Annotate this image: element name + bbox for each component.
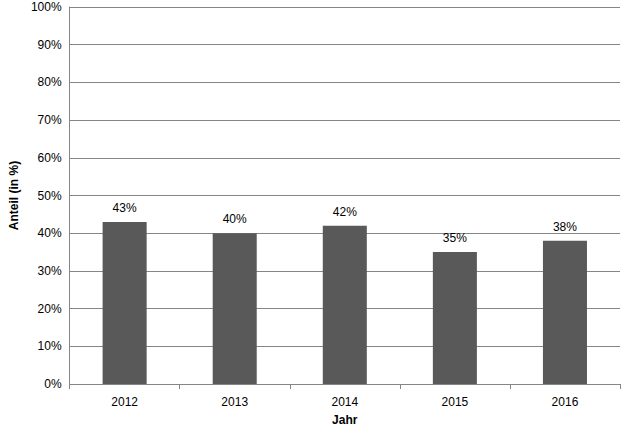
svg-text:100%: 100% bbox=[31, 0, 62, 14]
svg-text:Anteil (in %): Anteil (in %) bbox=[7, 161, 21, 230]
svg-text:40%: 40% bbox=[38, 226, 62, 240]
svg-text:10%: 10% bbox=[38, 339, 62, 353]
svg-text:2015: 2015 bbox=[442, 395, 469, 409]
svg-text:Jahr: Jahr bbox=[332, 413, 358, 427]
svg-text:0%: 0% bbox=[44, 377, 62, 391]
svg-text:30%: 30% bbox=[38, 264, 62, 278]
svg-text:90%: 90% bbox=[38, 38, 62, 52]
svg-text:2012: 2012 bbox=[111, 395, 138, 409]
svg-text:60%: 60% bbox=[38, 151, 62, 165]
svg-text:70%: 70% bbox=[38, 113, 62, 127]
svg-text:2014: 2014 bbox=[331, 395, 358, 409]
svg-text:35%: 35% bbox=[443, 231, 467, 245]
svg-text:42%: 42% bbox=[333, 205, 357, 219]
svg-text:20%: 20% bbox=[38, 302, 62, 316]
svg-text:50%: 50% bbox=[38, 189, 62, 203]
svg-text:80%: 80% bbox=[38, 75, 62, 89]
svg-text:40%: 40% bbox=[223, 212, 247, 226]
svg-text:43%: 43% bbox=[113, 201, 137, 215]
svg-text:2013: 2013 bbox=[221, 395, 248, 409]
svg-text:2016: 2016 bbox=[552, 395, 579, 409]
svg-text:38%: 38% bbox=[553, 220, 577, 234]
